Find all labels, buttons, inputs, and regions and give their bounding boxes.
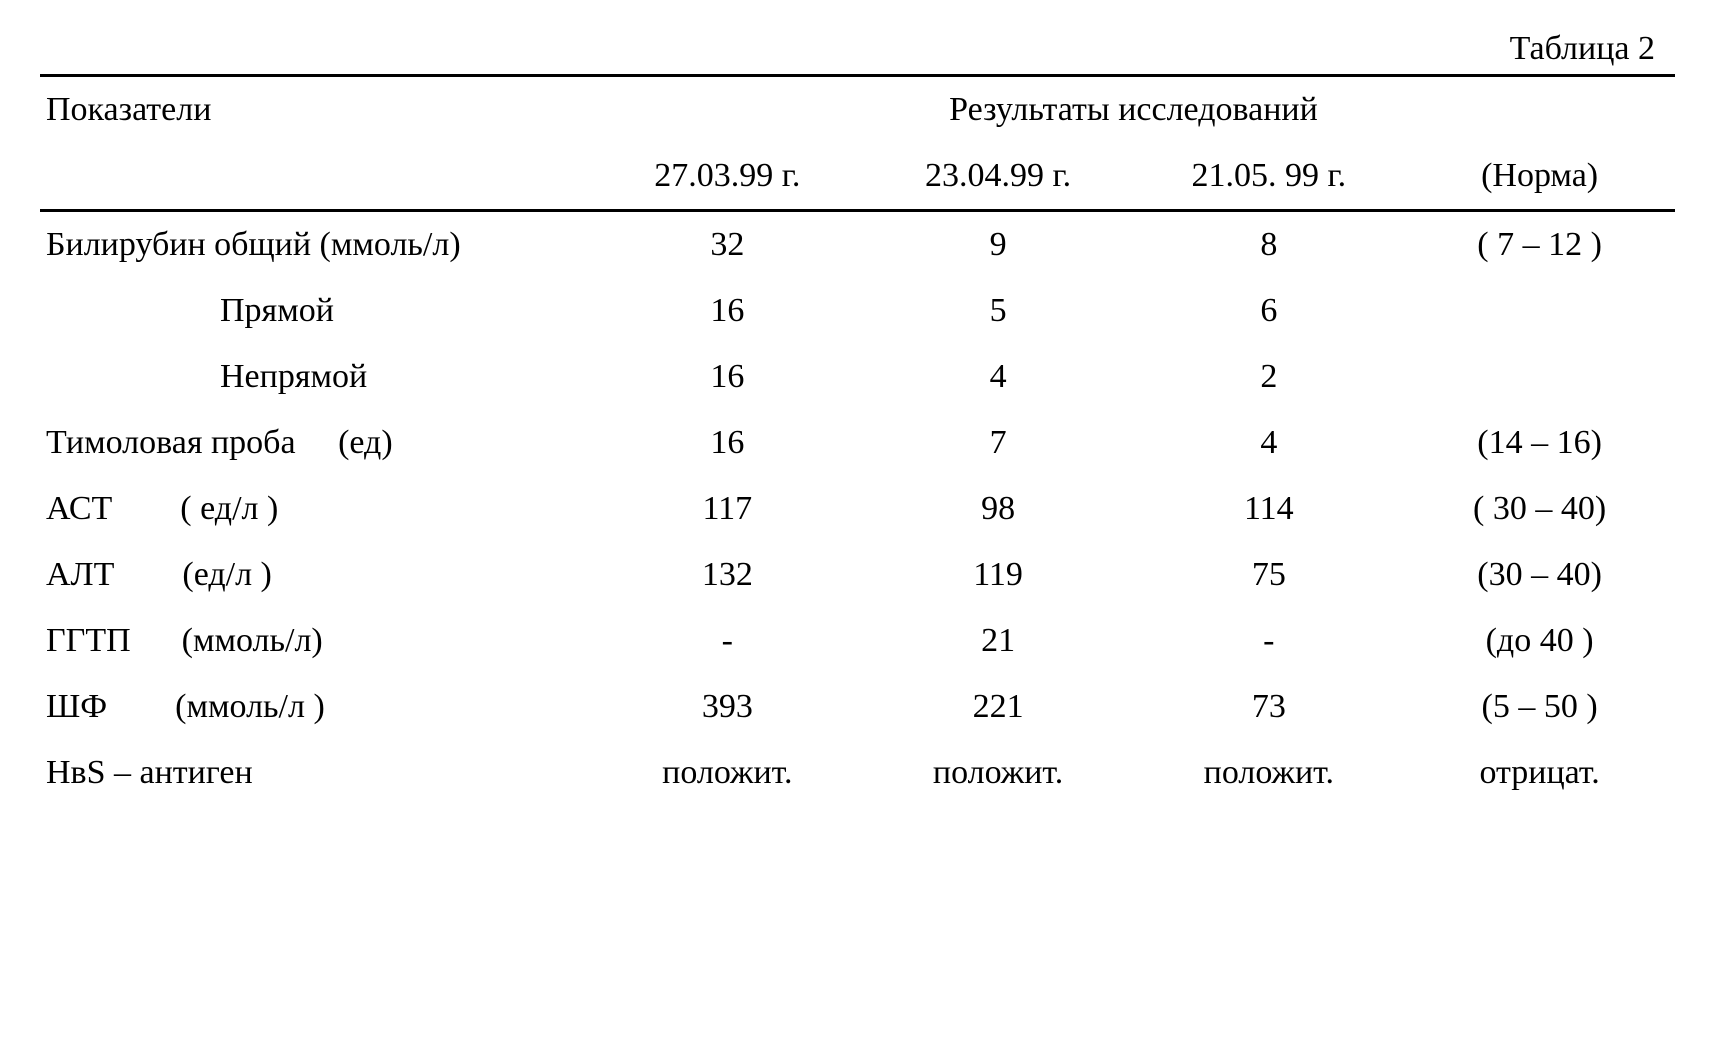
row-value-date1: 16 — [592, 410, 863, 476]
row-value-norm — [1404, 278, 1675, 344]
table-row: Прямой1656 — [40, 278, 1675, 344]
header-row-1: Показатели Результаты исследований — [40, 76, 1675, 144]
row-value-date1: 393 — [592, 674, 863, 740]
header-row-2: 27.03.99 г. 23.04.99 г. 21.05. 99 г. (Но… — [40, 143, 1675, 211]
row-label: Прямой — [40, 278, 592, 344]
lab-results-table: Показатели Результаты исследований 27.03… — [40, 74, 1675, 806]
row-value-date2: 21 — [863, 608, 1134, 674]
col-header-norm: (Норма) — [1404, 143, 1675, 211]
row-value-date3: - — [1133, 608, 1404, 674]
table-row: Тимоловая проба (ед)1674(14 – 16) — [40, 410, 1675, 476]
col-header-indicators: Показатели — [40, 76, 592, 144]
table-row: ШФ (ммоль/л )39322173(5 – 50 ) — [40, 674, 1675, 740]
row-value-date3: 8 — [1133, 212, 1404, 278]
row-value-date3: положит. — [1133, 740, 1404, 806]
row-value-date1: - — [592, 608, 863, 674]
table-row: HвS – антигенположит.положит.положит.отр… — [40, 740, 1675, 806]
row-value-date3: 75 — [1133, 542, 1404, 608]
row-label: Непрямой — [40, 344, 592, 410]
row-value-date2: 221 — [863, 674, 1134, 740]
col-header-date3: 21.05. 99 г. — [1133, 143, 1404, 211]
row-value-norm — [1404, 344, 1675, 410]
row-value-date1: 16 — [592, 278, 863, 344]
row-label: ШФ (ммоль/л ) — [40, 674, 592, 740]
row-value-date1: положит. — [592, 740, 863, 806]
row-value-date1: 16 — [592, 344, 863, 410]
row-value-date3: 4 — [1133, 410, 1404, 476]
row-value-date2: 98 — [863, 476, 1134, 542]
row-value-date1: 117 — [592, 476, 863, 542]
row-value-date3: 114 — [1133, 476, 1404, 542]
row-value-date1: 132 — [592, 542, 863, 608]
row-value-date3: 2 — [1133, 344, 1404, 410]
row-value-date2: 7 — [863, 410, 1134, 476]
row-value-date2: положит. — [863, 740, 1134, 806]
header-blank — [40, 143, 592, 211]
table-row: АСТ ( ед/л )11798114( 30 – 40) — [40, 476, 1675, 542]
row-label: АЛТ (ед/л ) — [40, 542, 592, 608]
table-row: Билирубин общий (ммоль/л)3298( 7 – 12 ) — [40, 212, 1675, 278]
table-row: АЛТ (ед/л )13211975(30 – 40) — [40, 542, 1675, 608]
table-row: Непрямой1642 — [40, 344, 1675, 410]
col-header-date1: 27.03.99 г. — [592, 143, 863, 211]
row-value-norm: (14 – 16) — [1404, 410, 1675, 476]
row-label: АСТ ( ед/л ) — [40, 476, 592, 542]
col-header-results: Результаты исследований — [592, 76, 1675, 144]
row-value-date2: 4 — [863, 344, 1134, 410]
row-value-date3: 73 — [1133, 674, 1404, 740]
row-label: HвS – антиген — [40, 740, 592, 806]
row-value-norm: ( 30 – 40) — [1404, 476, 1675, 542]
table-title: Таблица 2 — [40, 30, 1675, 68]
col-header-date2: 23.04.99 г. — [863, 143, 1134, 211]
row-label: Тимоловая проба (ед) — [40, 410, 592, 476]
row-label: ГГТП (ммоль/л) — [40, 608, 592, 674]
row-value-norm: отрицат. — [1404, 740, 1675, 806]
row-value-date2: 119 — [863, 542, 1134, 608]
row-value-norm: (5 – 50 ) — [1404, 674, 1675, 740]
row-value-norm: (до 40 ) — [1404, 608, 1675, 674]
row-value-date1: 32 — [592, 212, 863, 278]
row-value-date3: 6 — [1133, 278, 1404, 344]
row-value-norm: (30 – 40) — [1404, 542, 1675, 608]
row-value-norm: ( 7 – 12 ) — [1404, 212, 1675, 278]
row-value-date2: 5 — [863, 278, 1134, 344]
table-row: ГГТП (ммоль/л)-21-(до 40 ) — [40, 608, 1675, 674]
row-value-date2: 9 — [863, 212, 1134, 278]
row-label: Билирубин общий (ммоль/л) — [40, 212, 592, 278]
